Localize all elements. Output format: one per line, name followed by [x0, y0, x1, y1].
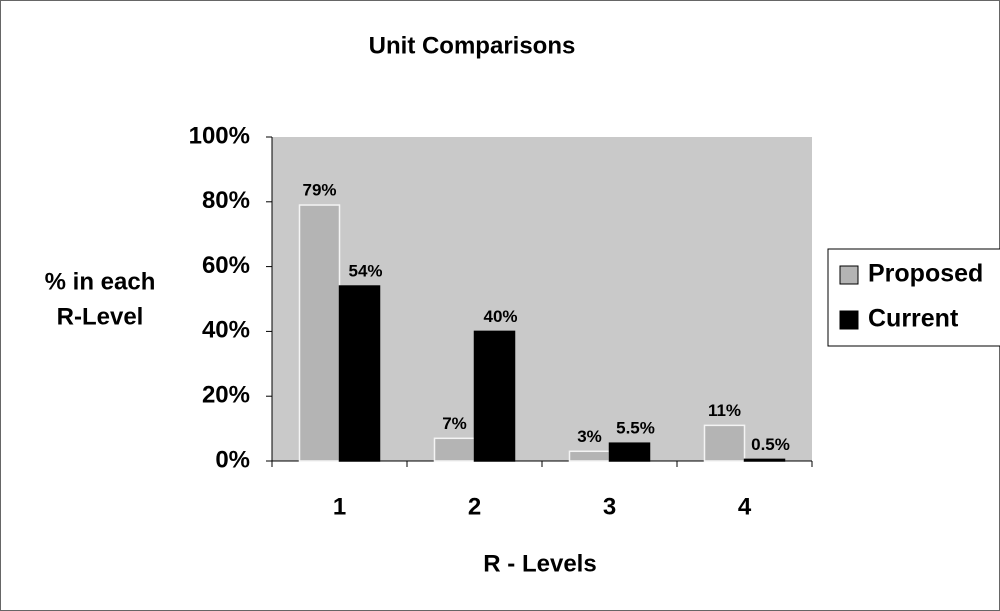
value-label: 40%: [483, 307, 517, 326]
legend-label: Current: [868, 305, 959, 333]
bar: [703, 424, 746, 462]
value-label: 0.5%: [751, 435, 790, 454]
y-tick-label: 40%: [202, 317, 250, 344]
value-label: 5.5%: [616, 419, 655, 438]
y-tick-label: 0%: [215, 446, 250, 473]
bar: [433, 437, 476, 462]
legend-label: Proposed: [868, 260, 983, 288]
value-label: 11%: [708, 401, 741, 420]
bar: [338, 285, 381, 462]
value-label: 79%: [302, 181, 336, 200]
bar: [298, 204, 341, 462]
x-tick-label: 1: [333, 493, 346, 520]
legend-swatch: [839, 265, 859, 285]
x-tick-label: 3: [603, 493, 616, 520]
x-tick-label: 2: [468, 493, 481, 520]
y-tick-label: 100%: [189, 122, 250, 149]
legend: [827, 248, 1000, 347]
bar: [473, 330, 516, 462]
y-axis-label: R-Level: [57, 303, 144, 330]
bar: [608, 442, 651, 462]
y-tick-label: 60%: [202, 252, 250, 279]
value-label: 54%: [348, 262, 382, 281]
value-label: 3%: [577, 427, 602, 446]
legend-swatch: [839, 310, 859, 330]
y-tick-label: 80%: [202, 187, 250, 214]
value-label: 7%: [442, 414, 467, 433]
bar: [568, 450, 611, 462]
bar: [743, 458, 786, 462]
y-tick-label: 20%: [202, 382, 250, 409]
x-tick-label: 4: [738, 493, 752, 520]
chart-title: Unit Comparisons: [369, 32, 576, 59]
y-axis-label: % in each: [45, 268, 156, 295]
x-axis-label: R - Levels: [483, 550, 596, 577]
